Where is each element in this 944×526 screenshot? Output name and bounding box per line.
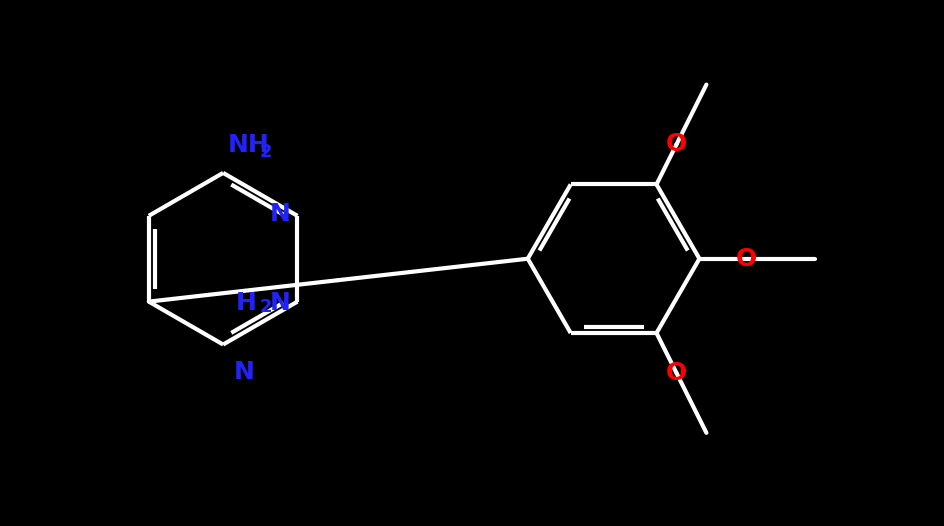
Text: 2: 2	[260, 143, 273, 161]
Text: 2: 2	[260, 298, 273, 316]
Text: NH: NH	[228, 134, 269, 157]
Text: N: N	[233, 360, 254, 384]
Text: O: O	[666, 361, 687, 385]
Text: N: N	[270, 202, 291, 226]
Text: O: O	[736, 247, 757, 271]
Text: N: N	[270, 291, 291, 315]
Text: O: O	[666, 133, 687, 156]
Text: H: H	[236, 291, 257, 315]
